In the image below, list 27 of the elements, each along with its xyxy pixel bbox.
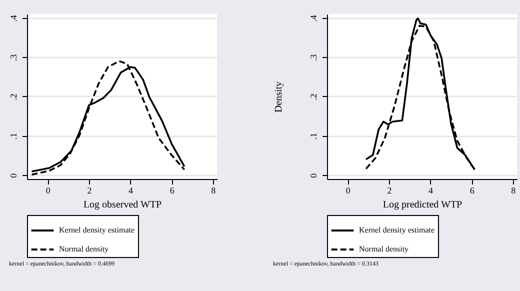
- y-tick-label: 0: [308, 172, 318, 178]
- x-axis-title: Log predicted WTP: [382, 200, 463, 210]
- x-tick-label: 6: [170, 186, 175, 196]
- x-tick-label: 2: [87, 186, 92, 196]
- y-tick-label: .1: [8, 132, 18, 140]
- x-axis-title: Log observed WTP: [83, 200, 162, 210]
- x-tick-label: 0: [346, 186, 351, 196]
- x-tick-label: 8: [511, 186, 516, 196]
- x-tick-label: 2: [387, 186, 392, 196]
- y-tick-label: .1: [308, 132, 318, 140]
- y-tick-label: .4: [308, 14, 318, 22]
- x-tick-label: 4: [428, 186, 434, 196]
- y-tick-label: .4: [8, 14, 18, 22]
- legend-label: Kernel density estimate: [59, 226, 135, 234]
- legend-label: Normal density: [359, 244, 409, 254]
- y-tick-label: .2: [8, 94, 18, 100]
- x-tick-label: 8: [211, 186, 216, 196]
- x-tick-label: 0: [46, 186, 51, 196]
- y-tick-label: .2: [308, 94, 318, 100]
- y-tick-label: .3: [308, 54, 318, 62]
- x-tick-label: 4: [128, 186, 134, 196]
- y-axis-title: Density: [274, 81, 284, 113]
- x-tick-label: 6: [470, 186, 475, 196]
- legend-label: Kernel density estimate: [359, 226, 435, 234]
- y-tick-label: .3: [8, 54, 18, 62]
- y-tick-label: 0: [8, 172, 18, 178]
- legend-label: Normal density: [59, 244, 109, 254]
